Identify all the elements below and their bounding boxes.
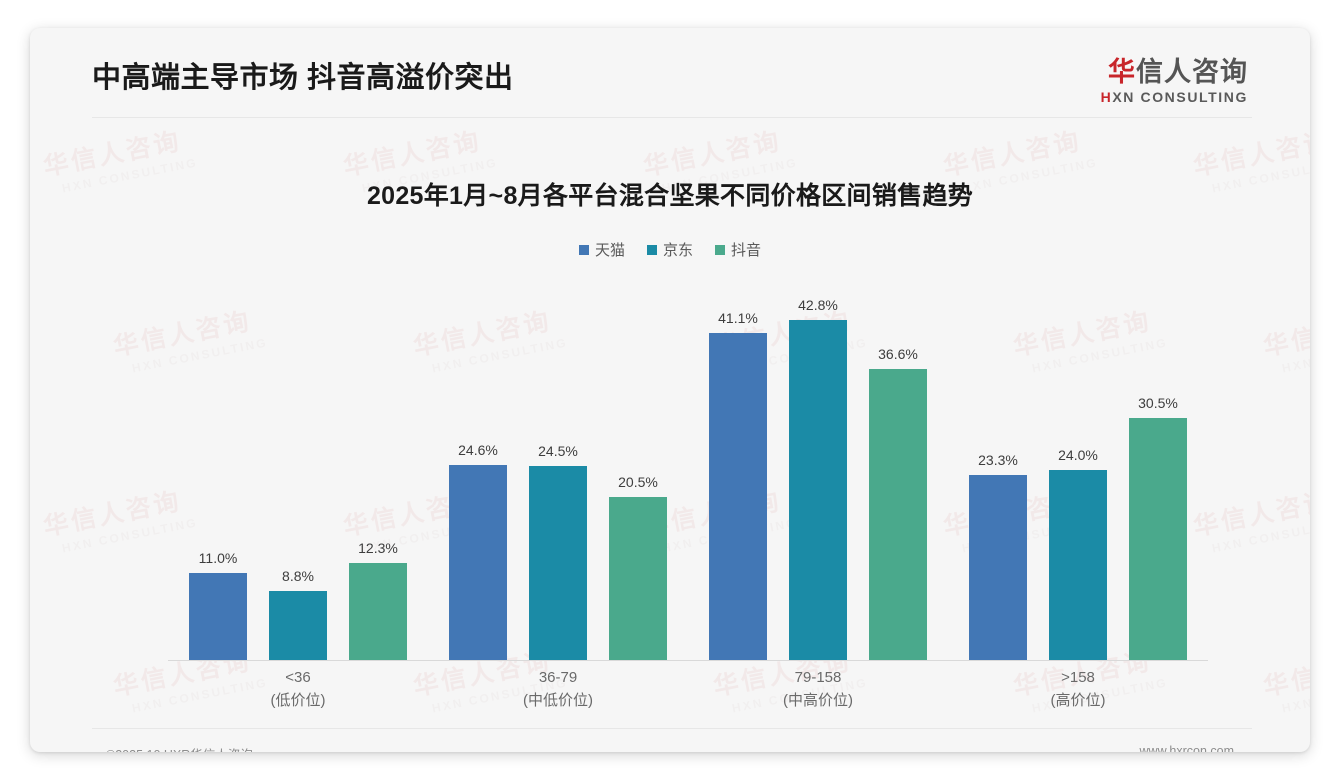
bar-group: 24.6% 24.5% 20.5%: [428, 268, 688, 661]
x-axis-labels: <36 (低价位) 36-79 (中低价位) 79-158 (中高价位) >158 (高价位): [168, 666, 1208, 713]
bar-group-bars: 23.3% 24.0% 30.5%: [948, 268, 1208, 661]
bar-value-label: 36.6%: [878, 346, 918, 362]
logo-chinese-accent: 华: [1108, 57, 1136, 87]
legend-item-1[interactable]: 天猫: [578, 239, 625, 260]
x-axis-category-note: (低价位): [270, 692, 326, 710]
footer-divider: [92, 728, 1252, 729]
bar-group-bars: 24.6% 24.5% 20.5%: [428, 268, 688, 661]
x-axis-category-note: (高价位): [1050, 692, 1106, 710]
x-axis-category: >158 (高价位): [948, 666, 1208, 713]
x-axis-category-range: >158: [1061, 669, 1095, 686]
bar-group: 23.3% 24.0% 30.5%: [948, 268, 1208, 661]
bar-value-label: 8.8%: [282, 567, 314, 584]
bar-value-label: 24.0%: [1058, 446, 1098, 463]
legend-label: 抖音: [731, 242, 762, 259]
chart-legend: 天猫 京东 抖音: [30, 239, 1310, 260]
bar-item[interactable]: 12.3%: [349, 268, 407, 661]
logo-english: HXN CONSULTING: [1101, 89, 1248, 105]
bar-rect[interactable]: [529, 465, 587, 661]
bar-rect[interactable]: [869, 369, 927, 661]
x-axis-category: 36-79 (中低价位): [428, 666, 688, 713]
legend-label: 天猫: [594, 242, 625, 259]
x-axis-category: 79-158 (中高价位): [688, 666, 948, 713]
bar-item[interactable]: 8.8%: [269, 268, 327, 661]
bar-value-label: 24.5%: [538, 442, 578, 459]
x-axis-line: [168, 660, 1208, 661]
bar-item[interactable]: 42.8%: [789, 268, 847, 661]
legend-label: 京东: [662, 242, 693, 259]
slide-card: 华信人咨询 HXN CONSULTING 华信人咨询 HXN CONSULTING 华信…: [30, 28, 1310, 752]
bar-group-bars: 11.0% 8.8% 12.3%: [168, 268, 428, 661]
bar-value-label: 11.0%: [198, 550, 238, 567]
legend-item-3[interactable]: 抖音: [715, 239, 761, 260]
x-axis-category-note: (中高价位): [783, 692, 853, 710]
legend-item-2[interactable]: 京东: [646, 239, 693, 260]
footer-copyright: ©2025.10 HXR华信人咨询: [106, 744, 253, 752]
bar-value-label: 30.5%: [1138, 394, 1178, 411]
x-axis-category-note: (中低价位): [523, 692, 593, 710]
x-axis-category-range: <36: [285, 669, 311, 686]
bar-rect[interactable]: [609, 497, 667, 661]
bar-rect[interactable]: [1049, 469, 1107, 661]
logo-english-accent: H: [1100, 89, 1113, 106]
legend-swatch-icon: [646, 244, 657, 255]
bar-groups: 11.0% 8.8% 12.3% 24.6% 24.5% 20.5% 41.1% 42.8% 3…: [168, 268, 1208, 661]
bar-value-label: 12.3%: [358, 539, 398, 556]
bar-group-bars: 41.1% 42.8% 36.6%: [688, 268, 948, 661]
bar-item[interactable]: 30.5%: [1129, 268, 1187, 661]
bar-item[interactable]: 20.5%: [609, 268, 667, 661]
brand-logo: 华信人咨询 HXN CONSULTING: [1101, 58, 1248, 106]
slide-header: 中高端主导市场 抖音高溢价突出 华信人咨询 HXN CONSULTING: [30, 28, 1310, 119]
bar-value-label: 24.6%: [458, 441, 498, 458]
bar-rect[interactable]: [189, 573, 247, 661]
footer-website: www.hxrcon.com: [1139, 744, 1234, 752]
bar-rect[interactable]: [969, 475, 1027, 661]
bar-rect[interactable]: [709, 333, 767, 661]
bar-value-label: 23.3%: [978, 452, 1018, 469]
page-title: 中高端主导市场 抖音高溢价突出: [92, 62, 514, 94]
logo-chinese: 华信人咨询: [1101, 58, 1248, 86]
bar-group: 41.1% 42.8% 36.6%: [688, 268, 948, 661]
bar-group: 11.0% 8.8% 12.3%: [168, 268, 428, 661]
bar-item[interactable]: 23.3%: [969, 268, 1027, 661]
x-axis-category-range: 36-79: [538, 669, 578, 686]
bar-item[interactable]: 24.6%: [449, 268, 507, 661]
bar-value-label: 41.1%: [718, 310, 758, 327]
legend-swatch-icon: [715, 244, 725, 255]
legend-swatch-icon: [578, 244, 589, 255]
bar-rect[interactable]: [349, 562, 407, 661]
bar-rect[interactable]: [269, 590, 327, 661]
header-divider: [92, 117, 1252, 118]
chart-plot-area: 11.0% 8.8% 12.3% 24.6% 24.5% 20.5% 41.1% 42.8% 3…: [168, 268, 1208, 661]
x-axis-category-range: 79-158: [794, 669, 842, 686]
bar-item[interactable]: 11.0%: [189, 268, 247, 661]
logo-chinese-rest: 信人咨询: [1136, 57, 1248, 87]
bar-rect[interactable]: [789, 319, 847, 661]
bar-item[interactable]: 24.5%: [529, 268, 587, 661]
bar-item[interactable]: 24.0%: [1049, 268, 1107, 661]
x-axis-category: <36 (低价位): [168, 666, 428, 713]
bar-item[interactable]: 36.6%: [869, 268, 927, 661]
bar-value-label: 42.8%: [798, 296, 838, 313]
bar-item[interactable]: 41.1%: [709, 268, 767, 661]
bar-rect[interactable]: [449, 464, 507, 661]
bar-rect[interactable]: [1129, 417, 1187, 661]
chart-title: 2025年1月~8月各平台混合坚果不同价格区间销售趋势: [366, 182, 974, 210]
logo-english-rest: XN CONSULTING: [1112, 89, 1248, 106]
bar-value-label: 20.5%: [618, 474, 658, 491]
